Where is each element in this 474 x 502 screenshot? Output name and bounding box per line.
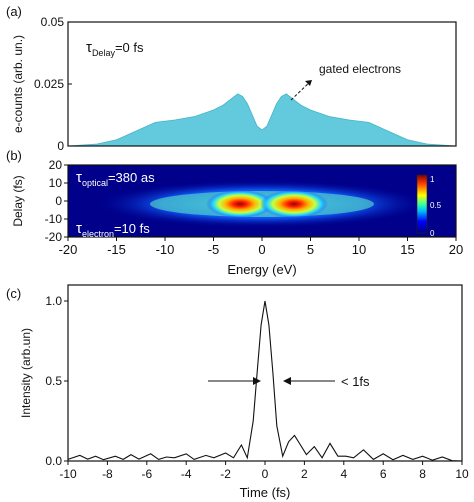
fwhm-arrow-right-head (283, 377, 291, 385)
x-tick-label-b: 20 (449, 242, 463, 257)
y-axis-label-b: Delay (fs) (11, 175, 25, 226)
x-tick-label-c: 10 (455, 467, 469, 481)
x-tick-label-c: -6 (141, 467, 152, 481)
x-tick-label-c: -2 (220, 467, 231, 481)
heatmap-lobe-left (206, 190, 274, 218)
tau-optical-annotation: τoptical=380 as (76, 169, 155, 188)
x-tick-label-c: 4 (340, 467, 347, 481)
y-tick-label-c: 0.5 (45, 374, 62, 388)
panel-label-c: (c) (6, 286, 21, 301)
plot-frame-c (67, 284, 463, 462)
y-ticks-a: 0 0.025 0.05 (34, 15, 72, 153)
x-axis-label-b: Energy (eV) (227, 262, 296, 277)
y-tick-label-b: 0 (55, 194, 62, 208)
fwhm-label: < 1fs (341, 374, 370, 389)
x-tick-label-b: 5 (307, 242, 314, 257)
gated-electrons-label: gated electrons (319, 62, 401, 76)
x-tick-label-b: 10 (352, 242, 366, 257)
y-tick-label-b: -20 (45, 230, 63, 244)
panel-label-a: (a) (6, 4, 22, 19)
x-tick-label-b: 0 (258, 242, 265, 257)
x-ticks-c: -10 -8 -6 -4 -2 0 2 4 6 8 10 (59, 461, 469, 481)
colorbar-label-min: 0 (430, 229, 435, 238)
panel-c: -10 -8 -6 -4 -2 0 2 4 6 8 10 0.0 0.5 1.0 < 1fs Time … (19, 284, 469, 500)
x-tick-label-c: -10 (59, 467, 77, 481)
x-tick-label-b: -20 (59, 242, 78, 257)
x-axis-label-c: Time (fs) (240, 485, 291, 500)
colorbar (416, 174, 428, 234)
x-tick-label-c: 0 (262, 467, 269, 481)
x-tick-label-c: 8 (419, 467, 426, 481)
fwhm-arrow-left-head (253, 377, 261, 385)
tau-delay-annotation: τDelay=0 fs (86, 39, 144, 58)
x-tick-label-c: -8 (102, 467, 113, 481)
y-tick-label-c: 1.0 (45, 294, 62, 308)
x-tick-label-c: 2 (301, 467, 308, 481)
tau-electron-annotation: τelectron=10 fs (76, 220, 150, 239)
heatmap-lobe-right (260, 190, 328, 218)
x-tick-label-b: -15 (107, 242, 126, 257)
y-axis-label-a: e-counts (arb. un.) (11, 35, 25, 133)
gated-arrow-head (305, 80, 312, 86)
colorbar-label-mid: 0.5 (430, 201, 442, 210)
y-tick-label-a: 0.025 (34, 77, 64, 91)
x-tick-label-c: -4 (181, 467, 192, 481)
y-tick-label-c: 0.0 (45, 454, 62, 468)
colorbar-label-max: 1 (430, 175, 435, 184)
panel-b: 1 0.5 0 τoptical=380 as τelectron=10 fs … (11, 158, 463, 277)
line-series (67, 300, 463, 462)
y-ticks-b: -20 -10 0 10 20 (45, 158, 68, 244)
panel-label-b: (b) (6, 148, 22, 163)
x-tick-label-b: -5 (208, 242, 220, 257)
y-tick-label-b: -10 (45, 212, 63, 226)
x-tick-label-c: 6 (380, 467, 387, 481)
panel-a: 0 0.025 0.05 e-counts (arb. un.) τDelay=0 … (11, 15, 457, 153)
x-tick-label-b: 15 (400, 242, 414, 257)
y-ticks-c: 0.0 0.5 1.0 (45, 294, 68, 468)
y-axis-label-c: Intensity (arb.un) (19, 328, 33, 418)
y-tick-label-b: 10 (49, 176, 63, 190)
area-series (67, 93, 457, 147)
x-ticks-b: -20 -15 -10 -5 0 5 10 15 20 (59, 237, 463, 257)
y-tick-label-a: 0.05 (41, 15, 65, 29)
y-tick-label-a: 0 (57, 139, 64, 153)
y-tick-label-b: 20 (49, 158, 63, 172)
x-tick-label-b: -10 (156, 242, 175, 257)
